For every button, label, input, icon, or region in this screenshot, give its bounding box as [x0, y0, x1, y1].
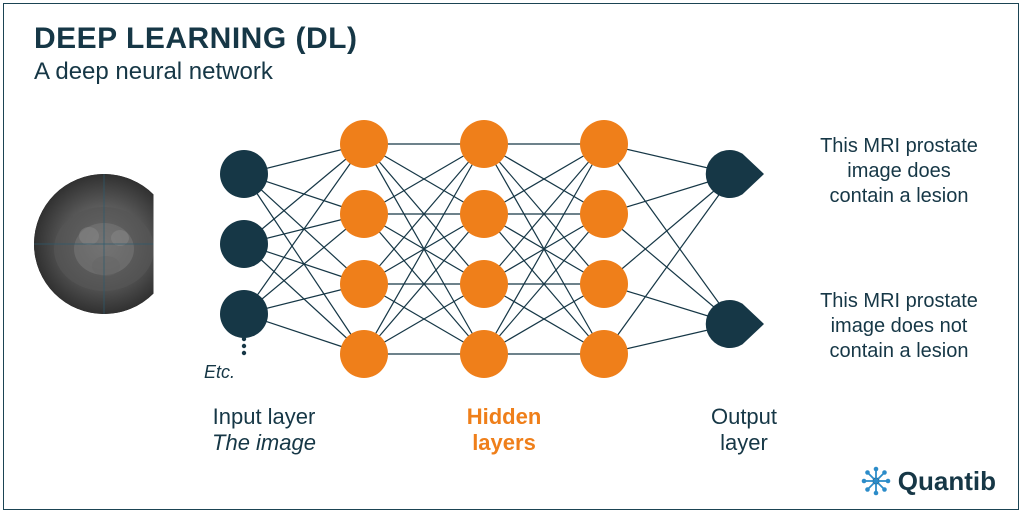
input-layer-label-1: Input layer [194, 404, 334, 430]
quantib-logo-icon [860, 465, 892, 497]
brand-logo-text: Quantib [898, 466, 996, 497]
output-negative-text: This MRI prostateimage does notcontain a… [794, 289, 1004, 364]
output-layer-label: Output layer [674, 404, 814, 457]
brand-logo: Quantib [860, 465, 996, 497]
input-layer-label-2: The image [194, 430, 334, 456]
diagram-frame: DEEP LEARNING (DL) A deep neural network [3, 3, 1019, 510]
hidden-layers-label: Hidden layers [434, 404, 574, 457]
etc-label: Etc. [204, 362, 235, 383]
output-positive-text: This MRI prostateimage doescontain a les… [794, 134, 1004, 209]
page-subtitle: A deep neural network [34, 58, 273, 86]
page-title: DEEP LEARNING (DL) [34, 22, 357, 56]
input-layer-label: Input layer The image [194, 404, 334, 457]
etc-text: Etc. [204, 362, 235, 382]
hidden-layers-label-2: layers [434, 430, 574, 456]
output-layer-label-1: Output [674, 404, 814, 430]
output-layer-label-2: layer [674, 430, 814, 456]
network-diagram: Etc. Input layer The image Hidden layers… [4, 104, 1020, 444]
hidden-layers-label-1: Hidden [434, 404, 574, 430]
